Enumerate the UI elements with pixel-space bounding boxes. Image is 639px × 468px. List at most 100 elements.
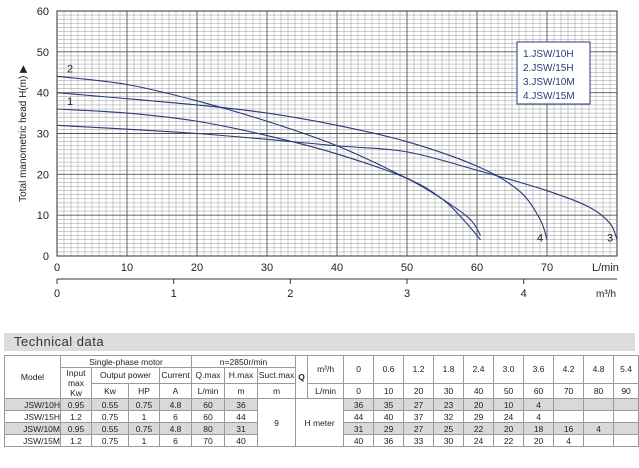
suct-value: 9 xyxy=(257,398,297,447)
head-value-cell: 16 xyxy=(553,422,585,435)
head-value-cell: 35 xyxy=(373,398,405,411)
head-value-cell xyxy=(553,398,585,411)
head-value-cell: 44 xyxy=(343,410,375,423)
flow-m3h-cell: 0.6 xyxy=(373,355,405,384)
x-tick-label: 0 xyxy=(54,262,60,274)
table-row: JSW/10M 0.95 0.55 0.75 4.8 80 31 31 29 27 25 22 20 18… xyxy=(4,422,639,435)
y-tick-label: 10 xyxy=(37,210,49,222)
x2-tick-label: 4 xyxy=(521,288,527,300)
x-tick-label: 50 xyxy=(401,262,413,274)
input-header: Input max Kw xyxy=(60,367,92,399)
qmax-cell: 70 xyxy=(191,434,226,447)
pump-curve-chart: 0 10 20 30 40 50 60 0 10 20 30 40 50 60 70 L/min 0 1 2 3… xyxy=(18,6,619,300)
flow-m3h-cell: 2.4 xyxy=(463,355,495,384)
h-meter-label: H meter xyxy=(295,398,345,447)
table-row: JSW/15M 1.2 0.75 1 6 70 40 40 36 33 30 24 22 20 4 xyxy=(4,434,639,447)
head-value-cell: 29 xyxy=(463,410,495,423)
lmin-unit: L/min xyxy=(191,382,226,399)
legend-entry: 1.JSW/10H xyxy=(523,49,574,60)
x-tick-label: 20 xyxy=(191,262,203,274)
y-tick-label: 0 xyxy=(43,251,49,263)
legend-box xyxy=(516,41,591,105)
flow-lmin-cell: 90 xyxy=(613,382,639,399)
head-value-cell: 4 xyxy=(523,398,555,411)
hmax-cell: 44 xyxy=(224,410,259,423)
x-unit-label: L/min xyxy=(592,262,619,274)
flow-lmin-cell: 80 xyxy=(583,382,615,399)
series-start-label: 1 xyxy=(67,96,73,108)
flow-m3h-cell: 5.4 xyxy=(613,355,639,384)
qmax-cell: 60 xyxy=(191,410,226,423)
head-value-cell: 18 xyxy=(523,422,555,435)
x-tick-label: 30 xyxy=(261,262,273,274)
table-row: JSW/10H 0.95 0.55 0.75 4.8 60 36 9 H meter 36 35 27… xyxy=(4,398,639,447)
head-value-cell: 22 xyxy=(463,422,495,435)
hp-cell: 1 xyxy=(128,434,160,447)
series-start-label: 2 xyxy=(67,63,73,75)
y-tick-label: 20 xyxy=(37,169,49,181)
x2-tick-label: 3 xyxy=(404,288,410,300)
flow-m3h-cell: 0 xyxy=(343,355,375,384)
current-cell: 6 xyxy=(158,434,193,447)
technical-data-rows: JSW/10H 0.95 0.55 0.75 4.8 60 36 9 H meter 36 35 27… xyxy=(4,398,639,447)
legend-entry: 4.JSW/15M xyxy=(523,91,575,102)
secondary-x-tick-labels: 0 1 2 3 4 xyxy=(54,279,527,300)
head-value-cell: 36 xyxy=(343,398,375,411)
current-cell: 4.8 xyxy=(158,422,193,435)
head-value-cell: 30 xyxy=(433,434,465,447)
x2-tick-label: 2 xyxy=(287,288,293,300)
head-value-cell: 24 xyxy=(463,434,495,447)
kw-unit: Kw xyxy=(91,382,129,399)
suct-header: Suct.max xyxy=(257,367,297,384)
flow-lmin-cell: 50 xyxy=(493,382,525,399)
head-value-cell xyxy=(583,410,615,423)
flow-m3h-cell: 3.6 xyxy=(523,355,555,384)
current-cell: 6 xyxy=(158,410,193,423)
m3h-header: m³/h xyxy=(307,355,345,384)
head-value-cell xyxy=(613,434,639,447)
x-tick-label: 10 xyxy=(121,262,133,274)
speed-header: n=2850r/min xyxy=(191,355,297,368)
hp-cell: 0.75 xyxy=(128,398,160,411)
hmax-cell: 40 xyxy=(224,434,259,447)
hmax-header: H.max xyxy=(224,367,259,384)
flow-m3h-cell: 4.2 xyxy=(553,355,585,384)
flow-m3h-cell: 3.0 xyxy=(493,355,525,384)
head-value-cell: 40 xyxy=(373,410,405,423)
hmax-cell: 36 xyxy=(224,398,259,411)
flow-m3h-cell: 1.8 xyxy=(433,355,465,384)
flow-lmin-cell: 60 xyxy=(523,382,555,399)
head-value-cell xyxy=(583,434,615,447)
plot-frame xyxy=(56,10,618,257)
y-tick-labels: 0 10 20 30 40 50 60 xyxy=(37,6,49,263)
current-header: Current xyxy=(158,367,193,384)
head-value-cell: 40 xyxy=(343,434,375,447)
input-cell: 0.95 xyxy=(60,422,92,435)
series-end-label: 3 xyxy=(607,233,613,245)
x2-tick-label: 1 xyxy=(171,288,177,300)
output-power-header: Output power xyxy=(91,367,160,384)
kw-cell: 0.55 xyxy=(91,398,129,411)
flow-lmin-cell: 10 xyxy=(373,382,405,399)
series-lines: 1 2 3 4 xyxy=(56,63,618,245)
head-value-cell: 20 xyxy=(493,422,525,435)
y-tick-label: 60 xyxy=(37,6,49,18)
series-end-label: 4 xyxy=(537,233,543,245)
x2-tick-label: 0 xyxy=(54,288,60,300)
qmax-cell: 80 xyxy=(191,422,226,435)
head-value-cell: 29 xyxy=(373,422,405,435)
head-value-cell: 4 xyxy=(523,410,555,423)
head-value-cell: 23 xyxy=(433,398,465,411)
model-cell: JSW/15M xyxy=(4,434,61,447)
hmax-cell: 31 xyxy=(224,422,259,435)
flow-lmin-cell: 70 xyxy=(553,382,585,399)
head-value-cell: 33 xyxy=(403,434,435,447)
head-value-cell: 27 xyxy=(403,422,435,435)
table-row: JSW/15H 1.2 0.75 1 6 60 44 44 40 37 32 29 24 4 xyxy=(4,410,639,423)
head-value-cell xyxy=(613,398,639,411)
series-line xyxy=(56,75,481,236)
y-tick-label: 50 xyxy=(37,47,49,59)
y-tick-label: 40 xyxy=(37,88,49,100)
head-value-cell: 36 xyxy=(373,434,405,447)
head-value-cell: 4 xyxy=(553,434,585,447)
